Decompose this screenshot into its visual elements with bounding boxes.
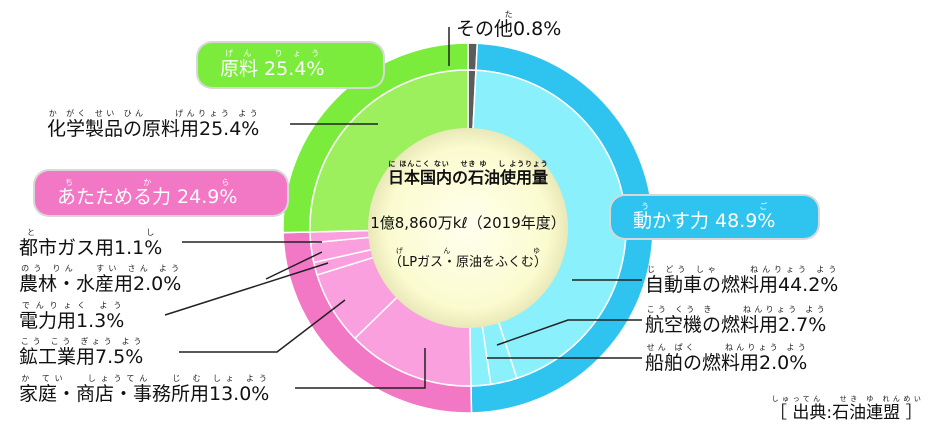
label-denryoku: 電力用1.3%でんりょく よう	[19, 301, 125, 332]
group-pill-genryo: 原料 25.4%げん りょう	[198, 43, 383, 87]
label-senpaku: 船舶の燃料用2.0%せん ぱく ねんりょう よう	[645, 343, 808, 374]
leader-kogyo	[179, 299, 346, 353]
label-katei: 家庭・商店・事務所用13.0%か てい しょうてん じ む しょ よう	[19, 374, 270, 405]
group-label-atatameru: あたためる力 24.9%ちから	[57, 177, 238, 208]
leader-norin	[265, 251, 323, 280]
label-kokuki: 航空機の燃料用2.7%こう くう き ねんりょう よう	[645, 305, 827, 336]
label-norin: 農林・水産用2.0%のう りん すい さん よう	[19, 264, 182, 295]
label-jidosha: 自動車の燃料用44.2%じ どう しゃ ねんりょう よう	[645, 265, 839, 296]
leader-kokuki	[496, 319, 642, 346]
group-pill-ugokasu: 動かす力 48.9%うご	[611, 196, 818, 238]
center-title: 日本国内の石油使用量に ほんこく ない せき ゆ し ようりょう	[387, 160, 548, 187]
label-kagaku: 化学製品の原料用25.4%か がく せい ひん げんりょう よう	[47, 109, 260, 140]
center-note: （LPガス・原油をふくむ）げん ゆ	[388, 247, 548, 270]
leader-lines	[164, 27, 642, 389]
group-label-ugokasu: 動かす力 48.9%うご	[633, 201, 776, 232]
center-disk	[368, 128, 568, 328]
label-toshi: 都市ガス用1.1%と し	[19, 228, 163, 259]
label-sonota: その他0.8%た	[456, 10, 562, 40]
group-pill-atatameru: あたためる力 24.9%ちから	[35, 171, 287, 215]
leader-katei	[295, 348, 426, 389]
group-label-genryo: 原料 25.4%げん りょう	[220, 49, 325, 80]
source-note: ［ 出典:石油連盟 ］しゅってん せき ゆ れんめい	[770, 395, 923, 423]
label-kogyo: 鉱工業用7.5%こう こう ぎょう よう	[19, 337, 144, 368]
inner-ring	[309, 69, 627, 387]
center-total: 1億8,860万kℓ（2019年度）	[370, 214, 566, 232]
leader-denryoku	[164, 262, 329, 316]
